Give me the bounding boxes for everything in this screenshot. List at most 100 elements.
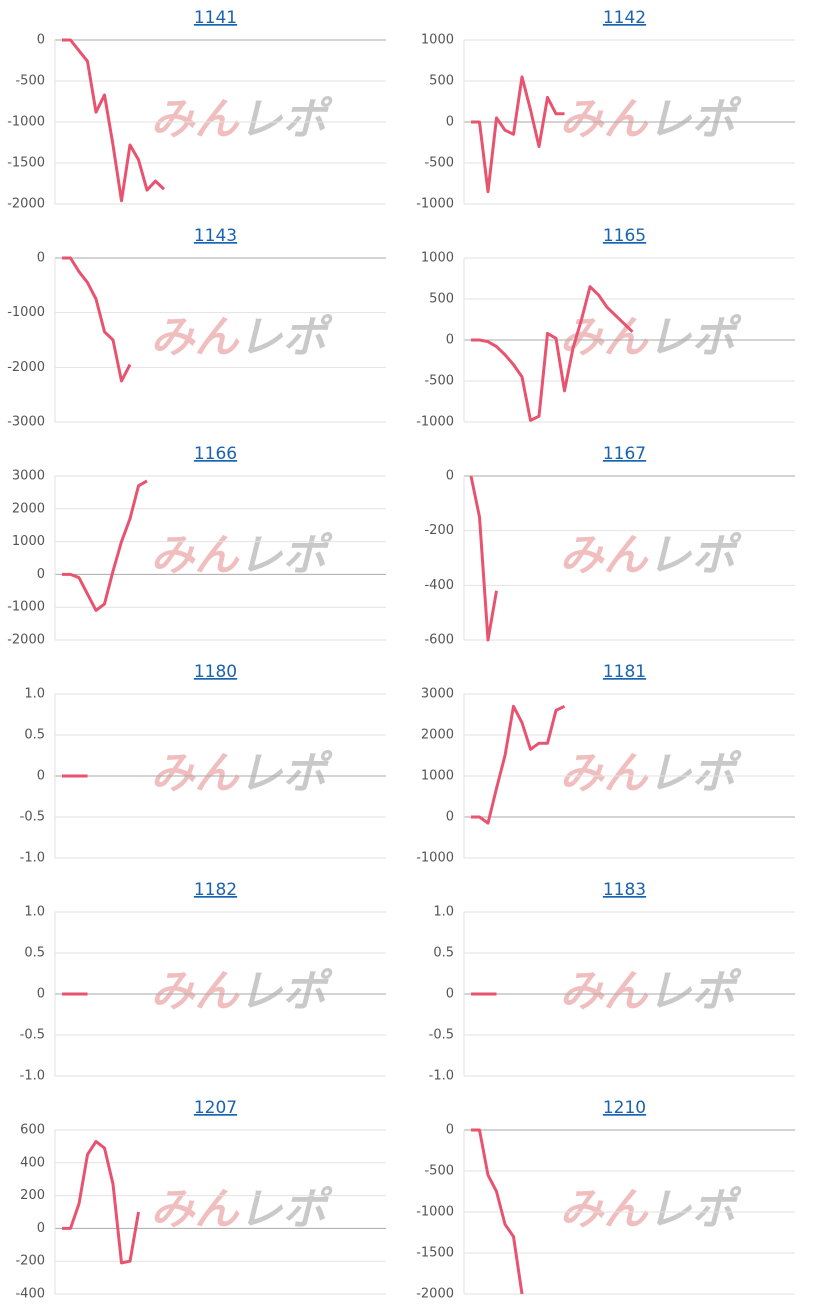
- y-tick-label: 500: [429, 74, 454, 89]
- y-tick-label: 0: [446, 1123, 454, 1138]
- chart-title[interactable]: 1183: [603, 880, 646, 900]
- chart-title[interactable]: 1166: [194, 444, 237, 464]
- y-tick-label: -2000: [7, 360, 45, 375]
- line-series: [471, 285, 634, 422]
- watermark-part: レポ: [239, 966, 334, 1017]
- y-tick-label: 0: [37, 769, 45, 784]
- watermark: みんレポ: [151, 530, 334, 581]
- y-tick-label: -0.5: [429, 1028, 454, 1043]
- y-tick-label: -1000: [7, 115, 45, 130]
- y-tick-label: 3000: [421, 687, 454, 702]
- y-tick-label: 1000: [421, 251, 454, 266]
- y-tick-label: 0: [37, 251, 45, 266]
- watermark-part: レポ: [648, 966, 743, 1017]
- y-tick-label: -1.0: [429, 1069, 454, 1084]
- y-tick-label: 0: [37, 987, 45, 1002]
- y-tick-label: 0: [446, 333, 454, 348]
- y-tick-label: 1.0: [433, 905, 454, 920]
- y-tick-label: -1000: [416, 1205, 454, 1220]
- chart-panel: 1143 みんレポ 0 -1000 -2000 -3000: [7, 226, 386, 430]
- chart-title[interactable]: 1207: [194, 1098, 237, 1118]
- chart-panel: 1142 みんレポ 1000 500 0 -500 -1000: [416, 8, 795, 212]
- y-tick-label: -0.5: [20, 1028, 45, 1043]
- y-tick-label: 0: [37, 33, 45, 48]
- watermark: みんレポ: [151, 748, 334, 799]
- watermark-part: みん: [151, 530, 241, 581]
- y-tick-label: 0.5: [24, 728, 45, 743]
- y-tick-label: -400: [424, 578, 454, 593]
- watermark-part: レポ: [648, 530, 743, 581]
- y-tick-label: -1000: [7, 305, 45, 320]
- watermark-part: レポ: [648, 312, 743, 363]
- line-series: [62, 479, 148, 612]
- y-tick-label: 1000: [12, 534, 45, 549]
- y-tick-label: -2000: [7, 197, 45, 212]
- y-tick-label: -1.0: [20, 1069, 45, 1084]
- chart-title[interactable]: 1181: [603, 662, 646, 682]
- watermark: みんレポ: [560, 748, 743, 799]
- watermark-part: レポ: [239, 94, 334, 145]
- y-tick-label: -500: [424, 156, 454, 171]
- chart-title[interactable]: 1143: [194, 226, 237, 246]
- y-tick-label: 0: [446, 469, 454, 484]
- chart-title[interactable]: 1142: [603, 8, 646, 28]
- watermark: みんレポ: [560, 94, 743, 145]
- line-series: [469, 475, 498, 642]
- chart-title[interactable]: 1180: [194, 662, 237, 682]
- watermark: みんレポ: [151, 966, 334, 1017]
- chart-title[interactable]: 1210: [603, 1098, 646, 1118]
- y-tick-label: -500: [424, 374, 454, 389]
- y-tick-label: 0.5: [433, 946, 454, 961]
- chart-panel: 1166 みんレポ 3000 2000 1000 0 -1000 -2000: [7, 444, 386, 648]
- watermark-part: レポ: [648, 94, 743, 145]
- y-tick-label: -200: [424, 523, 454, 538]
- watermark-part: みん: [560, 748, 650, 799]
- watermark-part: みん: [560, 312, 650, 363]
- y-tick-label: 2000: [421, 728, 454, 743]
- y-tick-label: 0: [446, 987, 454, 1002]
- y-tick-label: 0: [37, 1221, 45, 1236]
- watermark-part: みん: [151, 312, 241, 363]
- chart-panel: 1180 みんレポ 1.0 0.5 0 -0.5 -1.0: [20, 662, 386, 866]
- chart-title[interactable]: 1165: [603, 226, 646, 246]
- line-series: [471, 75, 565, 194]
- line-series: [471, 1128, 524, 1295]
- line-series: [471, 704, 566, 825]
- watermark-part: みん: [560, 966, 650, 1017]
- watermark-part: レポ: [648, 1184, 743, 1235]
- watermark-part: みん: [151, 1184, 241, 1235]
- y-tick-label: -1.0: [20, 851, 45, 866]
- line-series: [62, 256, 132, 383]
- watermark-part: レポ: [239, 530, 334, 581]
- watermark-part: みん: [151, 94, 241, 145]
- line-series: [62, 1139, 140, 1265]
- watermark-part: レポ: [239, 1184, 334, 1235]
- y-tick-label: 0.5: [24, 946, 45, 961]
- y-tick-label: -0.5: [20, 810, 45, 825]
- y-tick-label: 500: [429, 292, 454, 307]
- y-tick-label: -1000: [416, 415, 454, 430]
- y-tick-label: 1.0: [24, 905, 45, 920]
- chart-title[interactable]: 1182: [194, 880, 237, 900]
- y-tick-label: 2000: [12, 501, 45, 516]
- y-tick-label: -400: [15, 1287, 45, 1302]
- chart-title[interactable]: 1141: [194, 8, 237, 28]
- chart-panel: 1181 みんレポ 3000 2000 1000 0 -1000: [416, 662, 795, 866]
- watermark-part: みん: [151, 966, 241, 1017]
- watermark-part: みん: [151, 748, 241, 799]
- chart-panel: 1210 みんレポ 0 -500 -1000 -1500 -2000: [416, 1098, 795, 1302]
- watermark-part: みん: [560, 530, 650, 581]
- y-tick-label: 0: [37, 567, 45, 582]
- y-tick-label: -500: [15, 74, 45, 89]
- y-tick-label: -1500: [7, 156, 45, 171]
- line-series: [62, 38, 166, 203]
- watermark: みんレポ: [151, 1184, 334, 1235]
- chart-panel: 1141 みんレポ 0 -500 -1000 -1500 -2000: [7, 8, 386, 212]
- watermark-part: レポ: [239, 312, 334, 363]
- y-tick-label: -200: [15, 1254, 45, 1269]
- y-tick-label: 200: [20, 1188, 45, 1203]
- chart-title[interactable]: 1167: [603, 444, 646, 464]
- watermark: みんレポ: [560, 966, 743, 1017]
- y-tick-label: 600: [20, 1123, 45, 1138]
